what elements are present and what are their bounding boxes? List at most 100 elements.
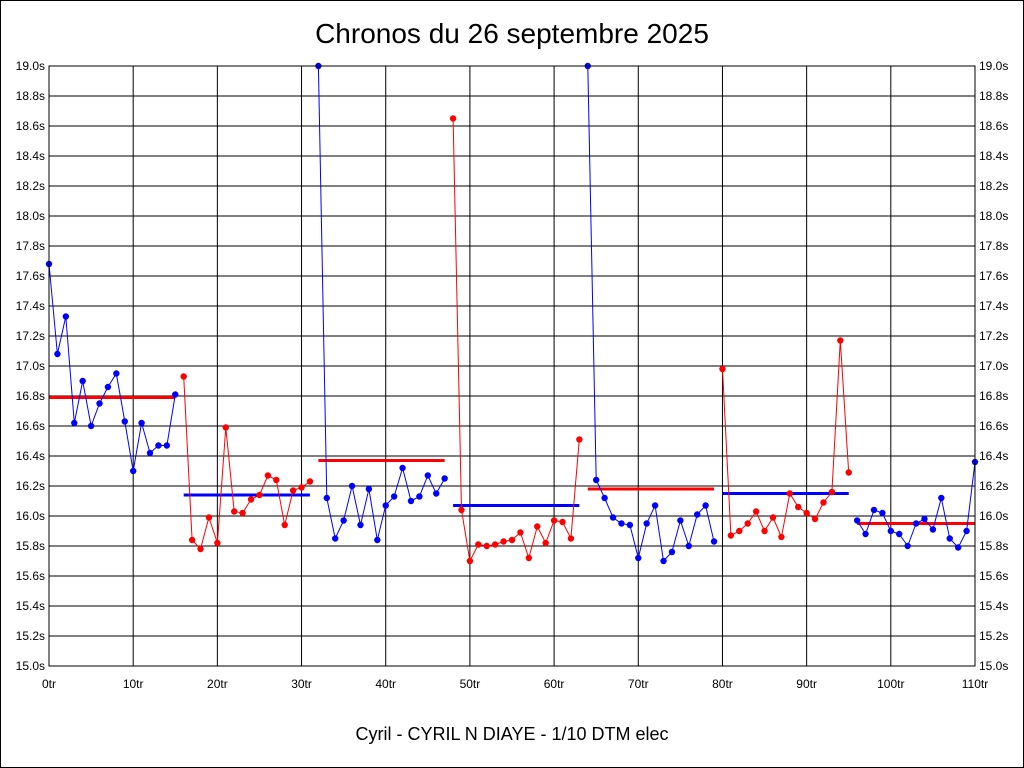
data-point xyxy=(752,508,760,515)
data-point xyxy=(592,476,600,484)
data-point xyxy=(778,533,785,541)
data-point xyxy=(222,424,229,431)
data-point xyxy=(635,554,642,562)
y-tick-label: 16.6s xyxy=(16,419,45,433)
data-point xyxy=(239,509,246,517)
data-point xyxy=(685,542,692,550)
data-point xyxy=(736,527,743,535)
data-point xyxy=(416,493,423,500)
series-line xyxy=(856,461,976,549)
y-tick-label-right: 15.2s xyxy=(979,629,1008,643)
data-point xyxy=(559,518,566,526)
data-point xyxy=(896,530,903,538)
y-tick-label-right: 15.6s xyxy=(979,569,1008,583)
data-point xyxy=(348,482,356,490)
data-point xyxy=(811,515,819,523)
series xyxy=(449,115,583,565)
y-tick-label: 19.0s xyxy=(16,59,45,73)
y-tick-label-right: 18.4s xyxy=(979,149,1008,163)
data-point xyxy=(660,557,667,565)
x-tick-labels: 0tr 10tr 20tr 30tr 40tr 50tr 60tr 70tr 80tr 90tr 1… xyxy=(42,677,988,691)
series-line xyxy=(317,65,446,541)
chart-title: Chronos du 26 septembre 2025 xyxy=(315,18,709,49)
series xyxy=(584,62,718,565)
grid xyxy=(48,65,976,667)
data-point xyxy=(205,514,213,521)
data-point xyxy=(677,517,684,524)
data-point xyxy=(306,478,314,485)
data-point xyxy=(626,521,634,529)
data-point xyxy=(399,464,406,472)
data-point xyxy=(71,419,78,427)
data-point xyxy=(550,517,558,524)
data-point xyxy=(879,509,886,517)
data-point xyxy=(231,508,238,515)
y-tick-label-right: 18.6s xyxy=(979,119,1008,133)
data-point xyxy=(214,539,221,547)
series-line xyxy=(48,263,176,472)
data-point xyxy=(542,539,549,547)
y-tick-label: 18.2s xyxy=(16,179,45,193)
y-tick-label: 16.2s xyxy=(16,479,45,493)
series xyxy=(180,373,314,553)
data-point xyxy=(567,535,575,542)
y-tick-label-right: 17.8s xyxy=(979,239,1008,253)
series xyxy=(315,62,448,544)
data-point xyxy=(180,373,187,380)
y-tick-label: 15.0s xyxy=(16,659,45,673)
series-lines xyxy=(45,62,979,565)
data-point xyxy=(62,313,70,320)
y-tick-labels-right: 15.0s 15.2s 15.4s 15.6s 15.8s 16.0s 16.2s 16.4s… xyxy=(979,59,1008,673)
y-tick-label: 16.4s xyxy=(16,449,45,463)
data-point xyxy=(256,491,263,499)
y-tick-label-right: 17.4s xyxy=(979,299,1008,313)
series xyxy=(719,337,852,541)
data-point xyxy=(912,520,920,527)
data-point xyxy=(744,520,751,527)
y-tick-label-right: 16.8s xyxy=(979,389,1008,403)
y-tick-labels-left: 15.0s 15.2s 15.4s 15.6s 15.8s 16.0s 16.2s 16.4s… xyxy=(16,59,45,673)
data-point xyxy=(938,494,945,502)
series-line xyxy=(452,118,580,563)
series-line xyxy=(587,65,715,563)
data-point xyxy=(710,538,718,545)
data-point xyxy=(449,115,457,122)
data-point xyxy=(862,530,869,538)
data-point xyxy=(424,472,432,479)
x-tick-label: 0tr xyxy=(42,677,56,691)
y-tick-label-right: 15.0s xyxy=(979,659,1008,673)
data-point xyxy=(525,554,533,562)
data-point xyxy=(104,383,112,391)
data-point xyxy=(828,488,836,496)
data-point xyxy=(576,436,583,443)
data-point xyxy=(433,490,440,497)
data-point xyxy=(121,418,128,425)
data-point xyxy=(264,472,272,479)
data-point xyxy=(534,523,541,530)
y-tick-label-right: 16.4s xyxy=(979,449,1008,463)
x-tick-label: 70tr xyxy=(628,677,649,691)
data-point xyxy=(138,419,145,427)
data-point xyxy=(273,476,280,484)
y-tick-label-right: 18.8s xyxy=(979,89,1008,103)
data-point xyxy=(702,502,709,509)
data-point xyxy=(946,535,953,542)
x-tick-label: 110tr xyxy=(962,677,988,691)
y-tick-label-right: 16.2s xyxy=(979,479,1008,493)
data-point xyxy=(601,494,608,502)
data-point xyxy=(281,521,288,529)
data-point xyxy=(96,400,103,407)
y-tick-label: 15.4s xyxy=(16,599,45,613)
data-point xyxy=(500,538,507,545)
x-tick-label: 40tr xyxy=(375,677,396,691)
y-tick-label-right: 15.8s xyxy=(979,539,1008,553)
y-tick-label: 18.8s xyxy=(16,89,45,103)
data-point xyxy=(340,517,347,524)
y-tick-label-right: 19.0s xyxy=(979,59,1008,73)
data-point xyxy=(197,545,204,553)
data-point xyxy=(618,520,625,527)
series xyxy=(853,458,979,551)
y-tick-label: 16.0s xyxy=(16,509,45,523)
x-tick-label: 20tr xyxy=(207,677,228,691)
